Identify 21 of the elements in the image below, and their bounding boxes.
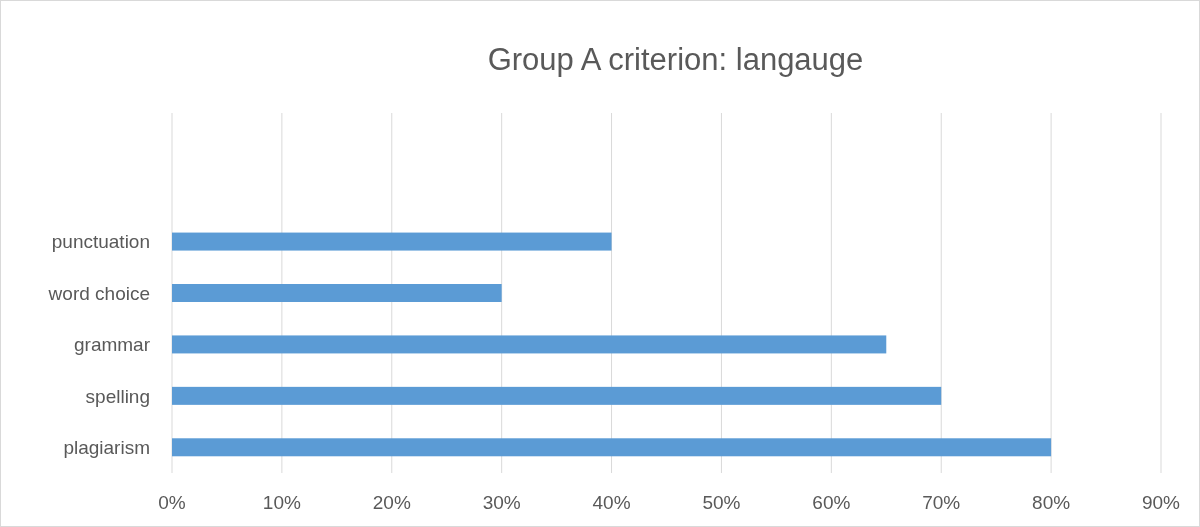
- x-tick-label: 30%: [482, 492, 521, 513]
- x-tick-label: 10%: [262, 492, 302, 513]
- x-tick-label: 20%: [372, 492, 411, 513]
- bar: [172, 232, 612, 251]
- bar: [172, 438, 1052, 457]
- x-tick-label: 40%: [592, 492, 631, 513]
- chart-title: Group A criterion: langauge: [487, 42, 864, 77]
- bar: [172, 284, 502, 302]
- x-tick-label: 50%: [702, 492, 741, 513]
- x-tick-label: 70%: [922, 492, 961, 513]
- x-tick-label: 60%: [812, 492, 851, 513]
- y-tick-label: plagiarism: [63, 436, 150, 458]
- y-tick-label: grammar: [73, 334, 151, 356]
- y-tick-label: punctuation: [51, 231, 150, 253]
- x-tick-label: 0%: [158, 492, 186, 513]
- bar: [172, 335, 887, 354]
- x-tick-label: 80%: [1032, 492, 1071, 513]
- bar: [172, 386, 942, 405]
- y-tick-label: spelling: [85, 385, 150, 407]
- y-tick-label: word choice: [47, 282, 150, 304]
- x-tick-label: 90%: [1141, 492, 1181, 513]
